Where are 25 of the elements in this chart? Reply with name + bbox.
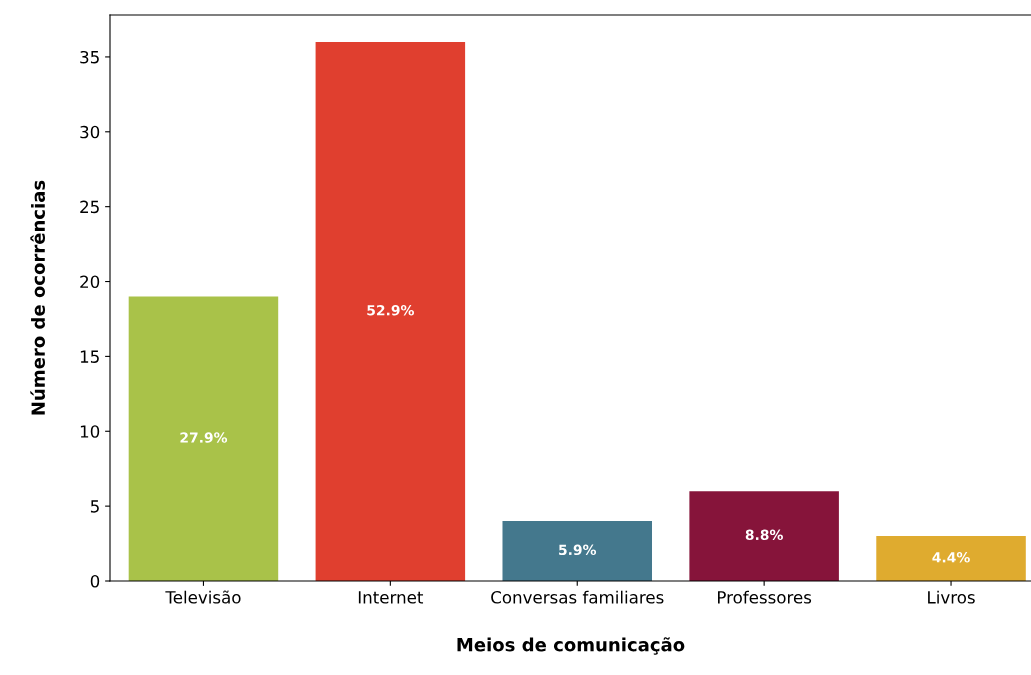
x-tick-label: Internet [358, 591, 424, 604]
y-tick-label: 5 [90, 500, 99, 513]
x-tick-label: Professores [718, 590, 812, 604]
y-axis-title: Número de ocorrências [30, 180, 46, 415]
x-tick-label: Conversas familiares [491, 590, 664, 604]
bar [315, 41, 466, 581]
bar [502, 521, 653, 581]
y-tick-label: 35 [80, 50, 99, 64]
bar [689, 491, 839, 581]
annotation: 27.9% [180, 432, 228, 443]
bar [128, 296, 279, 581]
y-tick-label: 30 [80, 125, 100, 139]
annotation: 8.8% [745, 529, 783, 541]
y-tick-label: 10 [80, 425, 100, 438]
annotation: 52.9% [367, 305, 414, 316]
y-tick-label: 0 [90, 574, 100, 588]
annotation: 5.9% [559, 544, 597, 556]
y-tick-label: 15 [80, 350, 99, 363]
bar [876, 536, 1026, 581]
y-tick-label: 20 [80, 275, 100, 289]
x-axis-title: Meios de comunicação [457, 637, 685, 655]
x-tick-label: Livros [928, 590, 975, 604]
annotation: 4.4% [932, 552, 970, 563]
y-tick-label: 25 [80, 200, 99, 214]
x-tick-label: Televisão [165, 590, 241, 604]
